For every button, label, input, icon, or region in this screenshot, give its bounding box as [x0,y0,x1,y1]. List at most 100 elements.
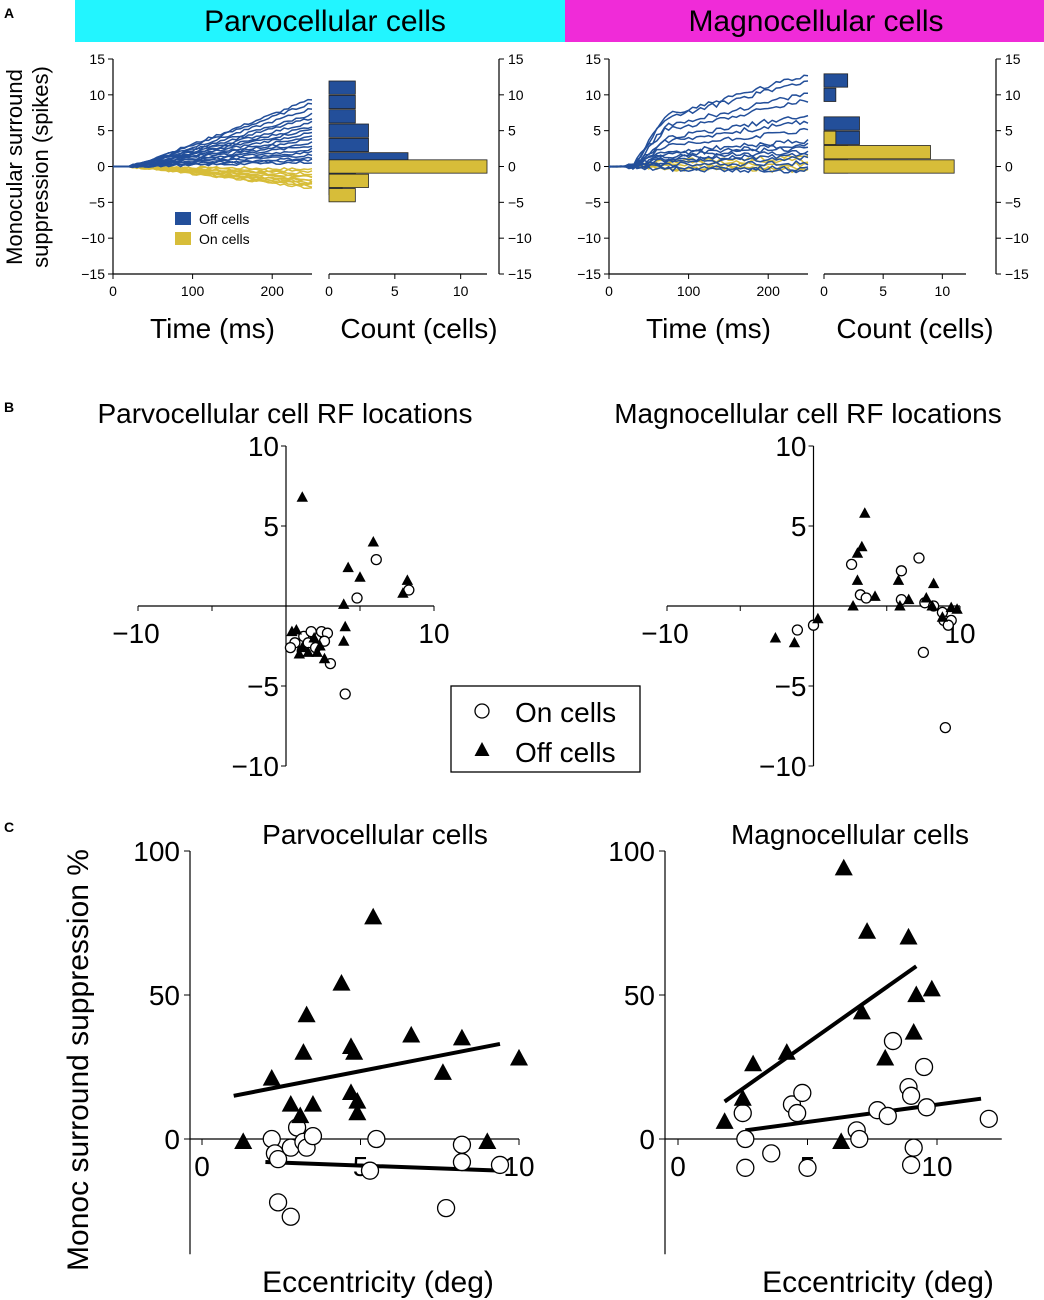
rf-off-cell-marker [869,590,881,601]
rf-x-tick-label: −10 [641,618,689,649]
rf-y-tick-label: −5 [775,671,807,702]
off-cell-trace [608,74,809,168]
off-cell-trace [608,119,809,170]
on-count-bar [823,130,837,145]
rf-on-cell-marker [917,646,930,659]
ecc-on-cell-marker [733,1103,752,1123]
rf-off-cell-marker [302,646,314,657]
ecc-y-tick-label: 100 [133,836,180,867]
rf-off-cell-marker [290,624,303,635]
off-cell-trace [113,135,313,168]
on-count-bar [328,159,488,174]
ecc-on-cell-marker [736,1158,755,1177]
magno-banner [565,0,1044,42]
time-y-tick-label: −15 [81,266,105,282]
on-count-bar [328,188,356,203]
count-xlabel: Count (cells) [836,313,993,344]
rf-on-cell-marker [845,558,858,571]
ecc-off-cell-marker [348,1103,367,1121]
panel-label-b: B [4,399,14,415]
ecc-on-cell-marker [850,1129,869,1149]
panel-b: B Parvocellular cell RF locations Magnoc… [4,398,1002,782]
ecc-on-cell-marker [901,1086,921,1105]
rf-off-cell-marker [851,547,864,558]
rf-off-cell-marker [769,632,782,643]
on-count-bar [823,145,931,160]
time-xlabel: Time (ms) [646,313,771,344]
ecc-on-cell-marker [303,1126,323,1146]
off-cell-trace [113,160,313,168]
ecc-off-cell-marker [509,1048,529,1066]
b-legend-on-marker [474,703,490,719]
rf-x-tick-label: 10 [418,618,449,649]
ecc-off-cell-marker [907,985,926,1003]
legend-off-label: Off cells [199,211,249,227]
parvo-rf-title: Parvocellular cell RF locations [97,398,472,429]
rf-off-cell-marker [927,577,940,589]
rf-off-cell-marker [894,600,906,611]
rf-on-cell-marker [942,619,954,631]
rf-off-cell-marker [859,507,871,518]
rf-on-cell-marker [895,565,908,577]
count-right-tick-label: −5 [1005,194,1021,210]
parvo-time-plot: −15 −10 −5 0 5 10 15 0 100 200 Time (ms) [81,51,313,344]
rf-y-tick-label: 5 [263,511,279,542]
off-cell-trace [608,142,809,169]
count-right-tick-label: 0 [1005,159,1013,175]
time-y-tick-label: −10 [81,230,105,246]
count-right-tick-label: −10 [1005,230,1029,246]
ecc-off-cell-marker [832,1132,851,1150]
ecc-off-cell-marker [281,1094,300,1112]
ecc-on-cell-marker [904,1138,923,1157]
magno-c-xlabel: Eccentricity (deg) [762,1266,994,1299]
ecc-x-tick-label: 0 [194,1151,210,1182]
count-x-tick-label: 0 [325,283,333,299]
on-cell-trace [112,165,313,190]
rf-off-cell-marker [293,648,306,659]
b-legend-off-marker [474,742,490,756]
ecc-off-cell-marker [478,1132,497,1150]
rf-off-cell-marker [339,620,351,632]
rf-off-cell-marker [354,571,366,582]
rf-off-cell-marker [338,598,350,609]
ecc-y-tick-label: 100 [608,836,655,867]
panel-a-ylabel-line-2: suppression (spikes) [28,66,53,268]
ecc-y-tick-label: 0 [164,1124,180,1155]
ecc-on-cell-marker [798,1158,817,1177]
on-count-bar [823,159,955,174]
count-right-tick-label: −15 [508,266,532,282]
rf-on-cell-marker [351,592,363,604]
parvo-banner-title: Parvocellular cells [204,5,446,38]
on-fit-line [745,1096,982,1133]
b-legend-off-label: Off cells [515,737,616,768]
ecc-off-cell-marker [899,927,918,945]
off-fit-line [233,1041,501,1098]
ecc-off-cell-marker [876,1048,895,1066]
count-x-tick-label: 5 [391,283,399,299]
rf-x-tick-label: −10 [112,618,160,649]
count-x-tick-label: 0 [820,283,828,299]
count-x-tick-label: 5 [879,283,887,299]
rf-y-tick-label: 10 [248,431,279,462]
ecc-off-cell-marker [291,1106,310,1124]
ecc-off-cell-marker [262,1069,281,1086]
ecc-on-cell-marker [436,1198,456,1218]
ecc-off-cell-marker [858,922,877,939]
off-count-bar [328,80,356,95]
magno-c-title: Magnocellular cells [731,819,969,850]
off-count-bar [823,73,849,88]
ecc-off-cell-marker [348,1092,367,1109]
count-x-tick-label: 10 [453,283,469,299]
time-x-tick-label: 100 [181,283,205,299]
rf-off-cell-marker [851,574,864,585]
rf-off-cell-marker [936,611,949,622]
panel-c: C Parvocellular cells Magnocellular cell… [4,819,1002,1299]
time-y-tick-label: −5 [585,194,601,210]
b-legend: On cells Off cells [450,685,641,773]
time-xlabel: Time (ms) [150,313,275,344]
rf-off-cell-marker [788,636,801,648]
parvo-c-title: Parvocellular cells [262,819,488,850]
ecc-y-tick-label: 50 [624,980,655,1011]
ecc-x-tick-label: 10 [921,1151,952,1182]
